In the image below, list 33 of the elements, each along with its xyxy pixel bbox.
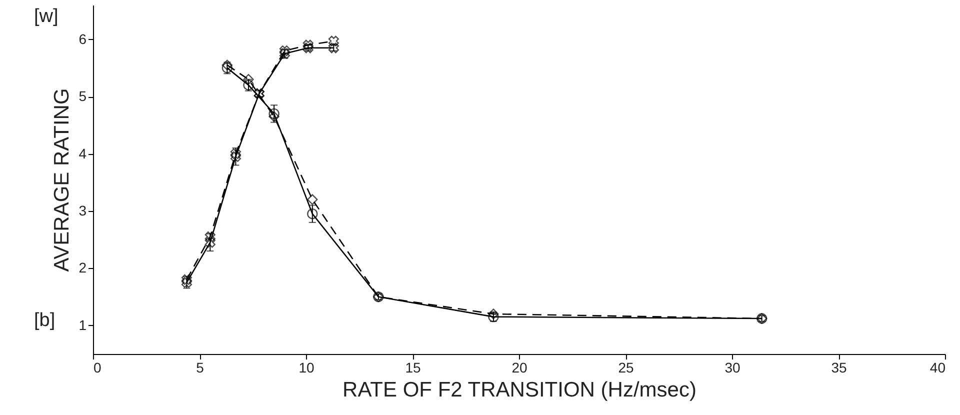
point	[181, 274, 192, 285]
y-tick-label: 6	[78, 30, 87, 47]
point	[222, 60, 233, 70]
x-tick-label: 0	[94, 360, 102, 376]
x-tick-label: 20	[512, 360, 528, 376]
x-tick-label: 15	[405, 360, 421, 376]
point	[230, 151, 242, 162]
x-tick-label: 5	[196, 360, 204, 376]
text: [b]	[34, 310, 56, 332]
y-tick-label: 3	[78, 202, 87, 218]
point	[243, 74, 254, 85]
point	[279, 45, 290, 56]
point	[204, 231, 216, 242]
y-tick-label: 2	[78, 260, 87, 276]
x-tick-label: 25	[618, 360, 634, 376]
text: [w]	[34, 6, 58, 28]
y-tick-label: 1	[78, 316, 87, 333]
x-tick-label: 10	[298, 360, 314, 376]
x-tick-label: 30	[724, 360, 740, 376]
x-axis-title: RATE OF F2 TRANSITION (Hz/msec)	[342, 378, 696, 402]
x-tick-label: 35	[831, 360, 847, 376]
point	[222, 62, 233, 74]
y-tick-label: 4	[78, 145, 87, 162]
y-tick-label: 5	[78, 88, 87, 104]
point	[268, 108, 280, 120]
y-axis-title: AVERAGE RATING	[50, 88, 74, 272]
point	[204, 237, 216, 248]
point	[307, 208, 318, 220]
x-tick-label: 40	[930, 360, 946, 376]
point	[328, 36, 339, 46]
point	[307, 194, 318, 205]
point	[230, 148, 242, 160]
point	[302, 40, 314, 50]
